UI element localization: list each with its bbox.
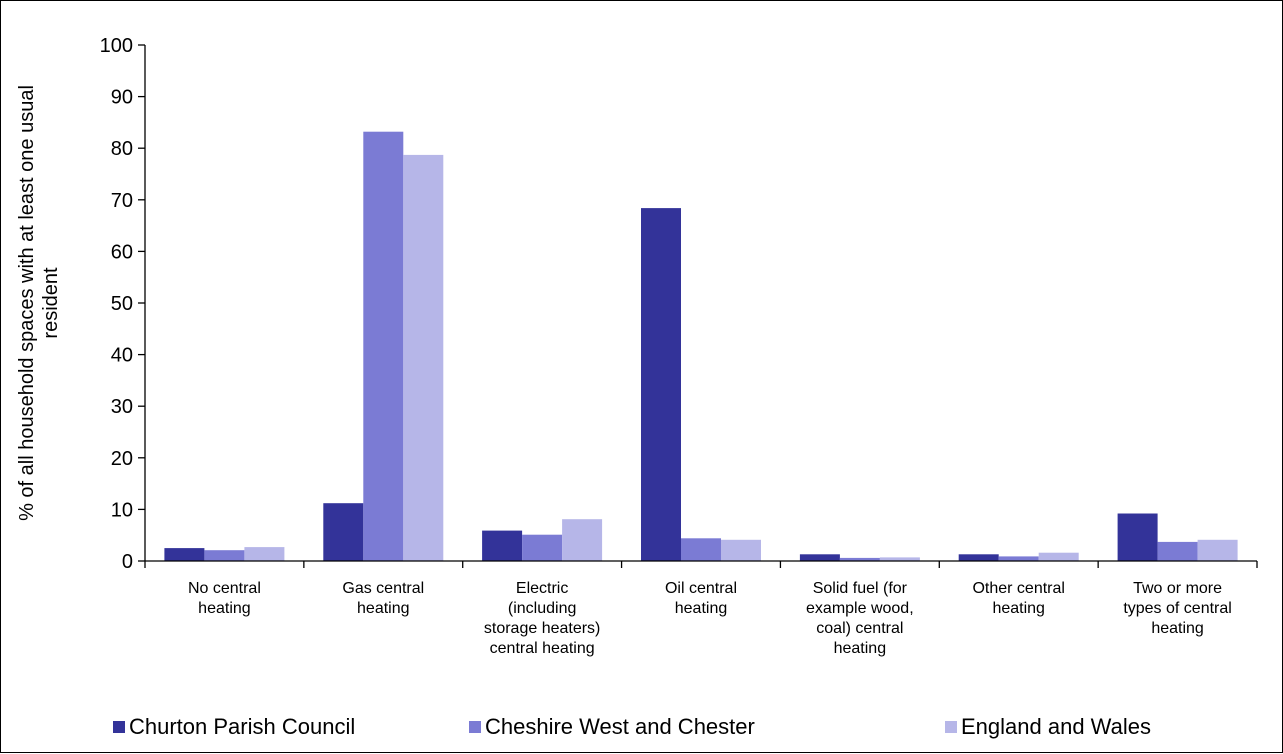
bar-series-3-category-5: [879, 557, 920, 561]
bar-series-2-category-7: [1157, 541, 1198, 561]
bar-series-1-category-2: [323, 503, 364, 561]
x-category-label: Solid fuel (for example wood, coal) centra…: [806, 580, 914, 657]
y-tick-label: 50: [111, 293, 133, 315]
legend-item: Churton Parish Council: [113, 714, 355, 739]
y-tick-label: 70: [111, 190, 133, 212]
bar-series-2-category-5: [839, 557, 880, 561]
y-tick-labels: 0 10 20 30 40 50 60 70 80 90 100: [100, 35, 133, 573]
y-tick-label: 100: [100, 35, 133, 57]
legend-swatch: [113, 721, 125, 733]
y-tick-label: 90: [111, 87, 133, 109]
x-category-label: No central heating: [188, 580, 261, 617]
bar-series-1-category-4: [641, 208, 681, 561]
bar-series-3-category-1: [244, 547, 285, 561]
bar-series-2-category-1: [204, 550, 245, 561]
y-tick-label: 0: [122, 551, 133, 573]
bar-series-1-category-3: [482, 530, 523, 561]
legend-label: England and Wales: [961, 714, 1151, 739]
bar-series-3-category-2: [403, 154, 444, 561]
x-category-labels: No central heating Gas central heating Elect…: [188, 580, 1232, 657]
x-category-label: Other central heating: [972, 580, 1064, 617]
bar-series-2-category-4: [681, 538, 721, 561]
bar-series-2-category-6: [998, 556, 1039, 561]
legend-label: Churton Parish Council: [129, 714, 355, 739]
bar-series-1-category-6: [958, 554, 999, 561]
bar-series-3-category-6: [1038, 552, 1079, 561]
x-category-label: Gas central heating: [342, 580, 424, 617]
y-tick-label: 80: [111, 138, 133, 160]
y-axis-title-text: % of all household spaces with at least …: [16, 85, 62, 521]
x-category-label: Oil central heating: [665, 580, 737, 617]
x-category-label: Two or more types of central heating: [1123, 580, 1232, 637]
legend-swatch: [945, 721, 957, 733]
legend-label: Cheshire West and Chester: [485, 714, 755, 739]
bar-series-1-category-7: [1117, 513, 1158, 561]
bar-series-1-category-1: [164, 548, 205, 561]
x-category-label: Electric (including storage heaters) centra…: [484, 580, 601, 657]
legend-swatch: [469, 721, 481, 733]
legend-item: England and Wales: [945, 714, 1151, 739]
bar-series-3-category-4: [721, 539, 761, 561]
y-tick-label: 30: [111, 396, 133, 418]
bar-series-3-category-7: [1197, 539, 1238, 561]
y-tick-label: 20: [111, 448, 133, 470]
y-axis-title: % of all household spaces with at least …: [16, 85, 62, 521]
bar-series-2-category-2: [363, 131, 404, 561]
bars: [164, 131, 1238, 561]
y-tick-label: 40: [111, 345, 133, 367]
y-tick-label: 60: [111, 241, 133, 263]
legend: Churton Parish Council Cheshire West and …: [113, 714, 1151, 739]
axes: [138, 44, 1258, 568]
bar-series-1-category-5: [799, 554, 840, 561]
bar-series-2-category-3: [522, 534, 563, 561]
bar-series-3-category-3: [562, 519, 603, 561]
y-tick-label: 10: [111, 499, 133, 521]
legend-item: Cheshire West and Chester: [469, 714, 755, 739]
